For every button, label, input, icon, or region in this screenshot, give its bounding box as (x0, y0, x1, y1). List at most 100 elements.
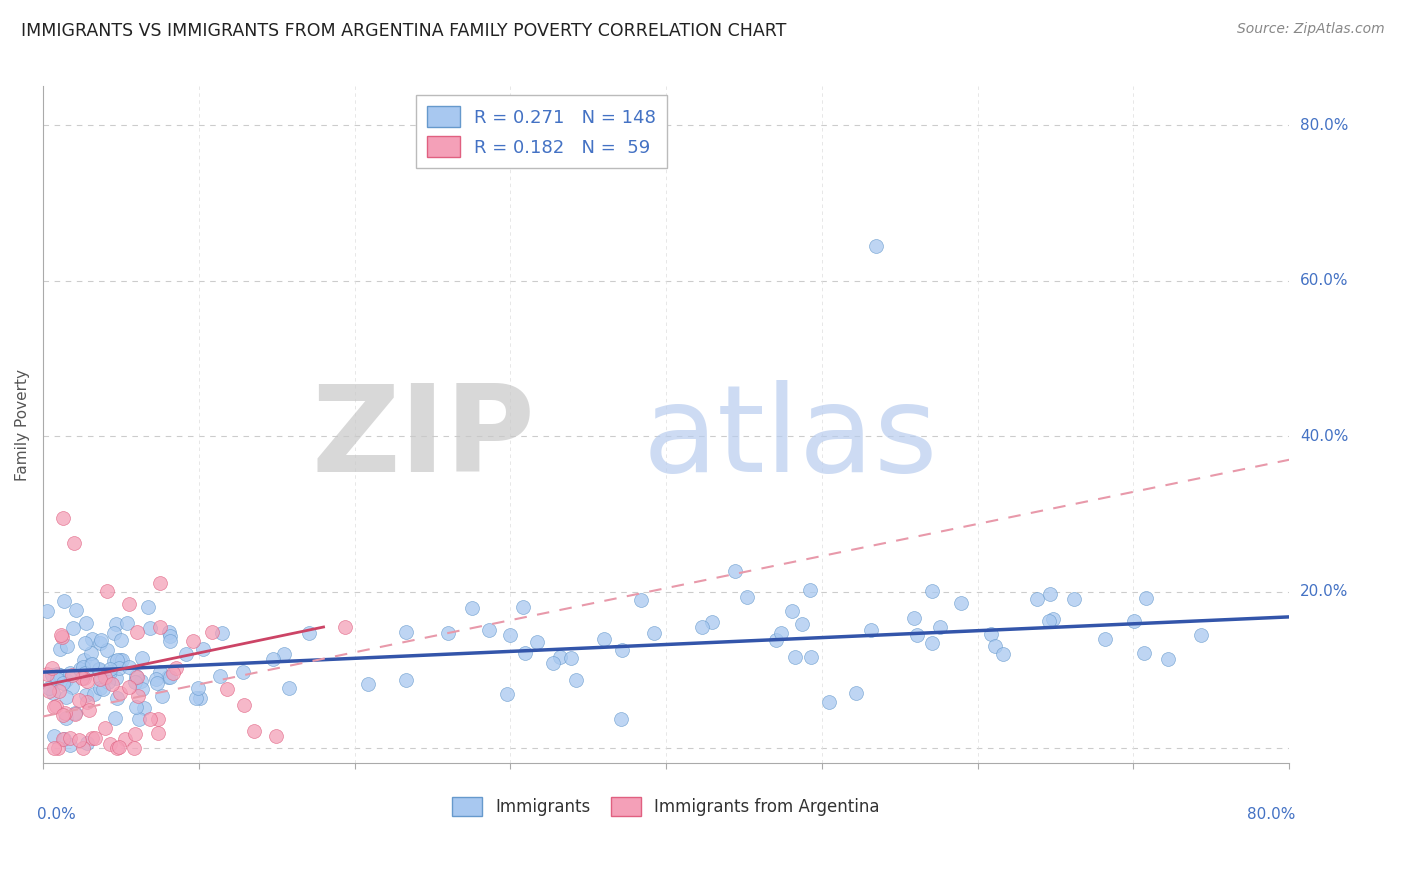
Point (52, 676, 75, 690)
Point (1042, 612, 1064, 626)
Point (184, 690, 207, 705)
Point (60, 680, 83, 694)
Text: 20.0%: 20.0% (1301, 584, 1348, 599)
Point (90, 672, 112, 686)
Point (35, 667, 58, 681)
Point (905, 628, 928, 642)
Point (181, 633, 204, 648)
Point (91, 682, 114, 697)
Point (72, 653, 94, 667)
Point (526, 635, 548, 649)
Point (42, 729, 65, 743)
Point (105, 671, 128, 685)
Legend: Immigrants, Immigrants from Argentina: Immigrants, Immigrants from Argentina (446, 790, 887, 822)
Point (865, 239, 887, 253)
Point (191, 642, 214, 657)
Point (187, 681, 209, 695)
Point (690, 620, 713, 634)
Point (51, 630, 73, 644)
Point (790, 617, 813, 632)
Point (83, 687, 105, 701)
Point (114, 732, 136, 747)
Point (630, 593, 652, 607)
Point (75, 665, 97, 680)
Point (104, 711, 127, 725)
Point (62, 621, 84, 635)
Point (156, 670, 179, 684)
Point (79, 703, 101, 717)
Point (118, 660, 141, 674)
Point (201, 625, 224, 640)
Point (610, 712, 633, 726)
Text: ZIP: ZIP (312, 380, 536, 497)
Y-axis label: Family Poverty: Family Poverty (15, 368, 30, 481)
Point (496, 687, 519, 701)
Point (298, 626, 321, 640)
Point (72, 659, 94, 673)
Point (105, 740, 128, 755)
Point (273, 647, 295, 661)
Point (209, 668, 232, 682)
Point (87, 662, 110, 676)
Point (53, 731, 76, 746)
Point (125, 669, 148, 683)
Point (262, 651, 284, 665)
Point (515, 646, 537, 660)
Point (149, 665, 172, 680)
Point (52, 511, 75, 525)
Point (700, 615, 723, 630)
Point (159, 633, 181, 648)
Point (785, 650, 807, 665)
Point (159, 670, 181, 684)
Point (46, 740, 69, 755)
Point (42, 686, 65, 700)
Point (90, 632, 112, 647)
Point (55, 673, 77, 687)
Point (49, 642, 72, 657)
Point (157, 625, 180, 640)
Point (478, 624, 501, 638)
Point (980, 626, 1002, 640)
Point (903, 611, 925, 625)
Point (67, 693, 90, 707)
Point (63, 706, 86, 721)
Point (41, 661, 63, 675)
Point (174, 647, 197, 661)
Point (541, 656, 564, 670)
Point (131, 682, 153, 697)
Point (70, 671, 93, 685)
Point (357, 677, 380, 691)
Point (110, 633, 132, 648)
Point (1157, 651, 1180, 665)
Point (58, 731, 80, 745)
Point (103, 626, 125, 640)
Point (1122, 615, 1144, 629)
Text: IMMIGRANTS VS IMMIGRANTS FROM ARGENTINA FAMILY POVERTY CORRELATION CHART: IMMIGRANTS VS IMMIGRANTS FROM ARGENTINA … (21, 22, 786, 40)
Point (735, 590, 758, 604)
Point (165, 661, 187, 675)
Point (1039, 587, 1062, 601)
Point (610, 643, 633, 657)
Point (42, 699, 65, 714)
Point (993, 647, 1015, 661)
Point (80, 657, 103, 671)
Point (780, 604, 803, 618)
Point (49, 628, 72, 642)
Point (127, 670, 149, 684)
Point (217, 682, 239, 697)
Point (128, 712, 150, 726)
Point (1189, 628, 1212, 642)
Point (38, 684, 60, 698)
Point (124, 699, 146, 714)
Point (724, 564, 747, 578)
Point (103, 654, 125, 668)
Text: 80.0%: 80.0% (1301, 118, 1348, 133)
Point (105, 652, 128, 666)
Point (75, 636, 97, 650)
Point (1135, 591, 1157, 605)
Point (921, 636, 943, 650)
Point (860, 624, 883, 638)
Point (512, 600, 534, 615)
Point (264, 729, 287, 743)
Point (149, 620, 172, 634)
